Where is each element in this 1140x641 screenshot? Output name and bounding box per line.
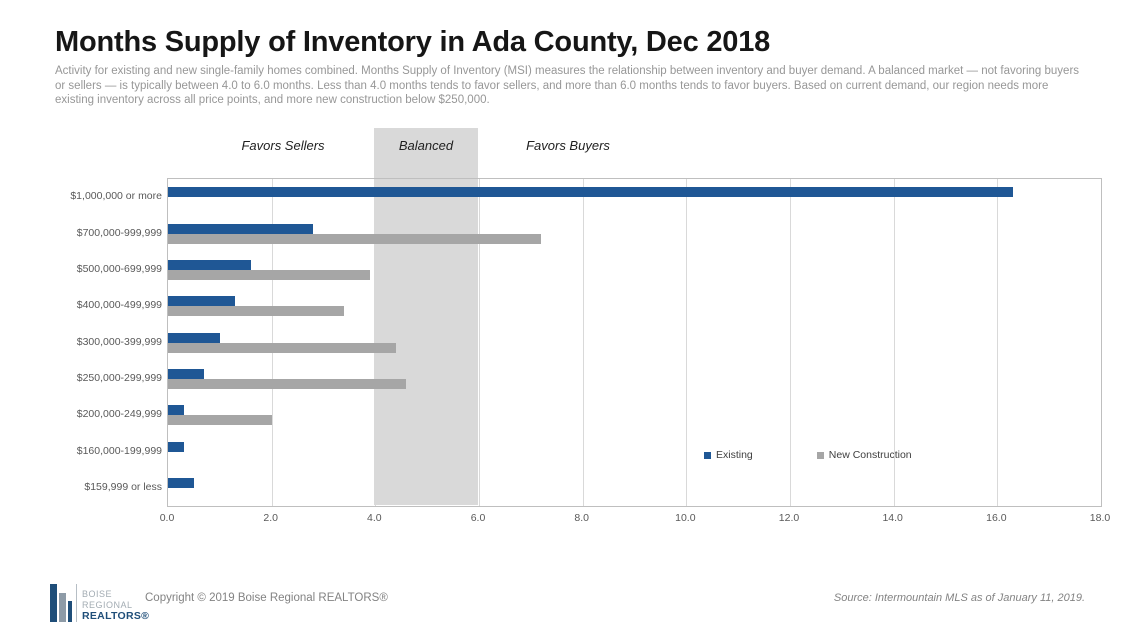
x-tick-label: 12.0 (778, 512, 800, 524)
bar-existing (168, 405, 184, 416)
zone-label-favors-buyers: Favors Buyers (526, 138, 610, 153)
bar-existing (168, 368, 205, 379)
legend-label: Existing (716, 449, 753, 461)
logo-line-boise: BOISE (82, 589, 113, 600)
logo-line-realtors: REALTORS® (82, 609, 150, 622)
x-tick-label: 6.0 (470, 512, 486, 524)
logo-building-bar-icon (68, 601, 72, 622)
logo-building-bar-icon (59, 593, 66, 622)
plot-area: Existing New Construction (167, 178, 1102, 507)
bar-existing (168, 259, 251, 270)
y-category-label: $700,000-999,999 (76, 226, 162, 239)
bar-new-construction (168, 233, 542, 244)
logo-divider (76, 584, 77, 622)
bar-existing (168, 223, 314, 234)
bar-new-construction (168, 269, 371, 280)
y-category-label: $1,000,000 or more (70, 190, 162, 203)
x-tick-label: 4.0 (367, 512, 382, 524)
bar-new-construction (168, 306, 345, 317)
legend-item: Existing (704, 449, 753, 461)
y-category-label: $159,999 or less (84, 480, 162, 493)
bar-existing (168, 477, 194, 488)
legend-marker-icon (704, 451, 711, 459)
x-tick-label: 8.0 (574, 512, 589, 524)
x-tick-label: 2.0 (263, 512, 278, 524)
bar-existing (168, 332, 220, 343)
boise-regional-realtors-logo: BOISE REGIONAL REALTORS® (50, 582, 149, 622)
y-category-label: $200,000-249,999 (76, 408, 162, 421)
y-category-label: $500,000-699,999 (76, 262, 162, 275)
logo-text: BOISE REGIONAL REALTORS® (82, 589, 149, 622)
legend-marker-icon (816, 451, 824, 459)
y-category-label: $400,000-499,999 (76, 299, 162, 312)
logo-line-regional: REGIONAL (82, 599, 133, 610)
y-category-label: $300,000-399,999 (76, 335, 162, 348)
gridline (893, 179, 895, 506)
gridline (790, 179, 791, 506)
zone-label-favors-sellers: Favors Sellers (241, 138, 325, 153)
page-title: Months Supply of Inventory in Ada County… (55, 26, 771, 58)
x-tick-label: 16.0 (986, 512, 1007, 524)
bar-new-construction (168, 342, 397, 353)
bar-new-construction (168, 415, 272, 426)
logo-building-bar-icon (50, 584, 57, 622)
source-attribution: Source: Intermountain MLS as of January … (833, 592, 1085, 604)
y-category-label: $160,000-199,999 (76, 444, 162, 457)
x-tick-label: 10.0 (675, 512, 696, 524)
x-tick-label: 0.0 (159, 512, 175, 524)
x-tick-label: 18.0 (1089, 512, 1111, 524)
chart-subtitle: Activity for existing and new single-fam… (55, 65, 1080, 106)
bar-new-construction (168, 378, 407, 389)
bar-existing (168, 187, 1013, 198)
gridline (479, 179, 480, 506)
legend: Existing New Construction (704, 449, 912, 461)
legend-item: New Construction (816, 449, 912, 461)
x-tick-label: 14.0 (882, 512, 903, 524)
bar-existing (168, 296, 236, 307)
bar-existing (168, 441, 184, 452)
gridline (686, 179, 688, 506)
zone-label-balanced: Balanced (398, 138, 454, 153)
gridline (582, 179, 584, 506)
copyright-text: Copyright © 2019 Boise Regional REALTORS… (145, 592, 388, 604)
legend-label: New Construction (828, 449, 912, 461)
y-category-label: $250,000-299,999 (76, 371, 162, 384)
gridline (997, 179, 999, 506)
